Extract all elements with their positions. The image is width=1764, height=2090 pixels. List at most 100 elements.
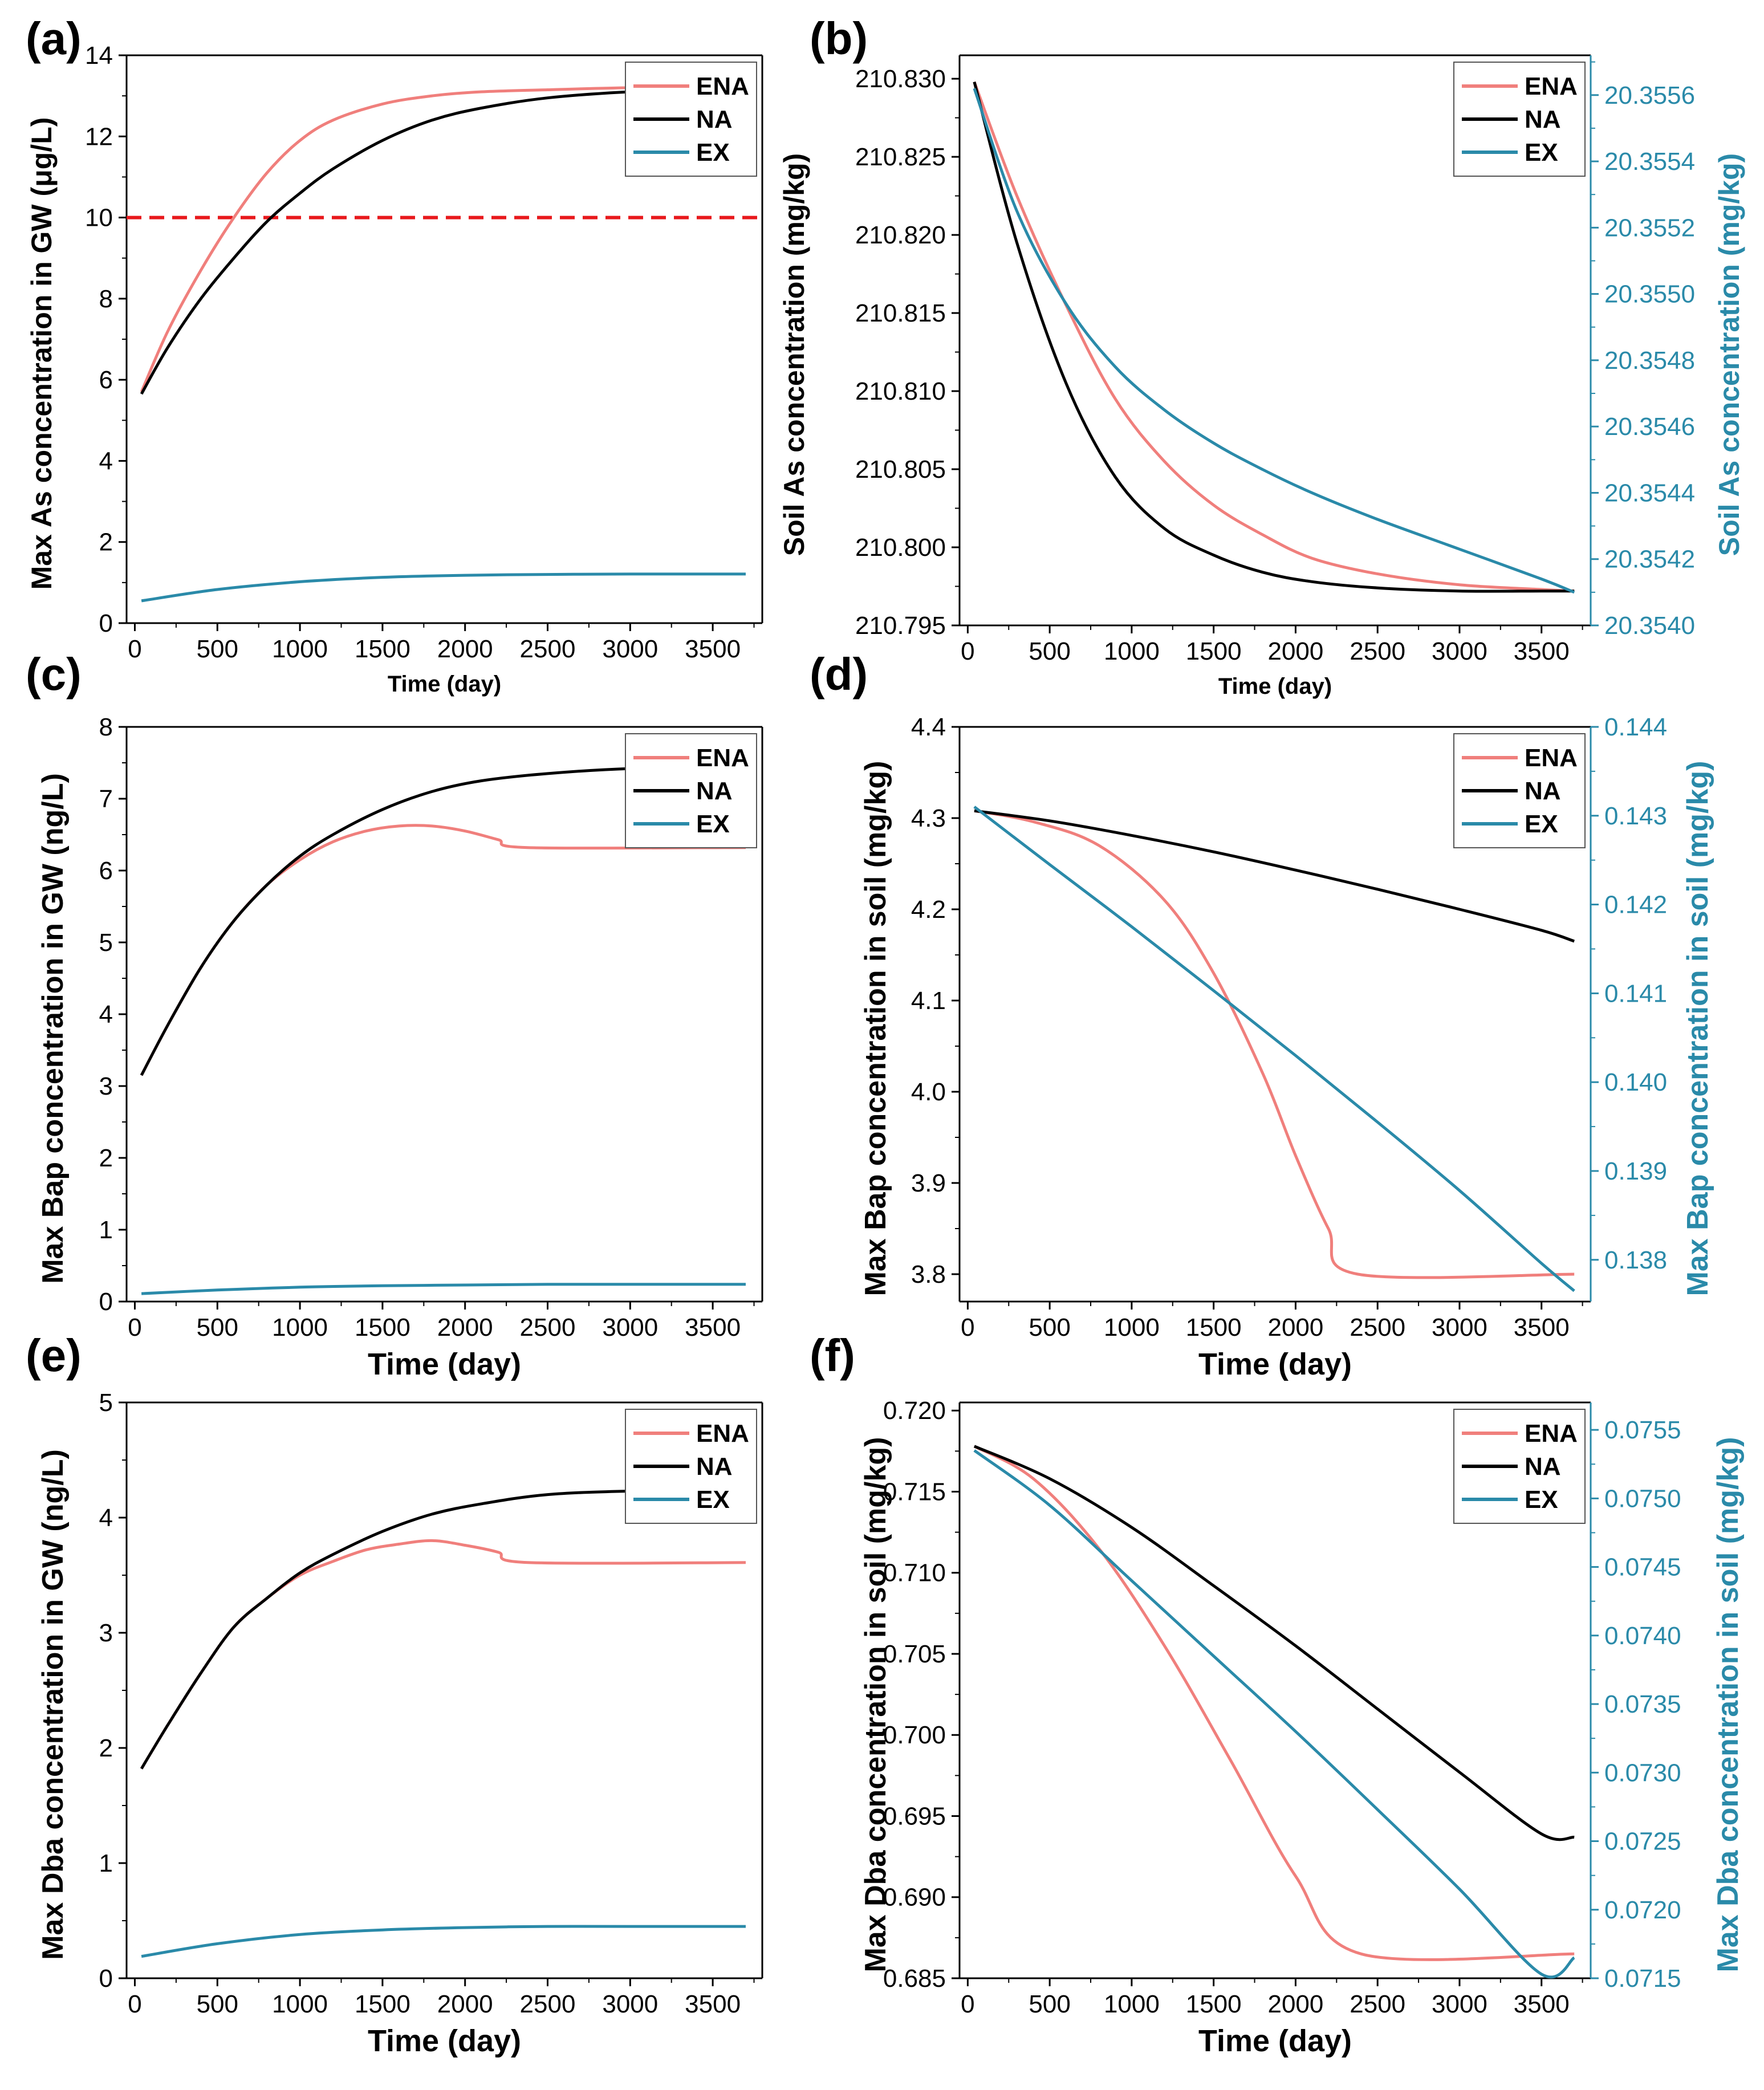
legend-label-ena: ENA <box>696 1420 749 1447</box>
x-tick-label: 1000 <box>272 1990 328 2018</box>
panel-label: (b) <box>810 13 868 64</box>
y-tick-label: 4 <box>99 447 113 475</box>
y2-tick-label: 0.0725 <box>1604 1828 1681 1856</box>
x-tick-label: 1500 <box>355 635 410 663</box>
y2-tick-label: 0.0720 <box>1604 1896 1681 1924</box>
y2-axis-title: Max Bap concentration in soil (mg/kg) <box>1681 761 1714 1296</box>
y2-tick-label: 0.0715 <box>1604 1965 1681 1993</box>
series-line-ex <box>973 88 1575 594</box>
y2-tick-label: 0.143 <box>1604 802 1667 830</box>
y-tick-label: 0.710 <box>883 1559 946 1587</box>
series-line-ex <box>141 572 746 603</box>
y-tick-label: 4.0 <box>911 1078 946 1106</box>
y2-tick-label: 20.3544 <box>1604 479 1695 507</box>
x-tick-label: 1000 <box>272 635 328 663</box>
x-tick-label: 500 <box>1029 637 1070 665</box>
y-tick-label: 3.8 <box>911 1260 946 1288</box>
y-tick-label: 4.4 <box>911 713 946 741</box>
x-tick-label: 1000 <box>1104 1990 1160 2018</box>
x-tick-label: 3500 <box>685 1990 741 2018</box>
y-tick-label: 8 <box>99 713 113 741</box>
y2-axis-title: Max Dba concentration in soil (mg/kg) <box>1712 1437 1745 1973</box>
y2-tick-label: 20.3542 <box>1604 546 1695 574</box>
series-line-ena <box>973 1445 1575 1961</box>
series-line-na <box>973 1445 1575 1841</box>
chart-panel-d: (d) 0 500 1000 1500 2000 2500 3000 3500 3.8 3.9 4.0… <box>810 649 1714 1381</box>
x-axis-title: Time (day) <box>388 672 501 697</box>
series-line-ena <box>140 1539 746 1770</box>
x-tick-label: 2000 <box>1267 1990 1323 2018</box>
y2-tick-label: 20.3554 <box>1604 148 1695 176</box>
y2-tick-label: 20.3548 <box>1604 347 1695 375</box>
x-tick-label: 3000 <box>1432 1314 1487 1341</box>
x-tick-label: 2500 <box>1350 637 1405 665</box>
legend-label-ena: ENA <box>696 744 749 772</box>
chart-panel-e: (e) 0 500 1000 1500 2000 2500 3000 3500 0 1 2 3 4 5 Tim… <box>26 1330 763 2058</box>
x-tick-label: 2500 <box>1350 1314 1405 1341</box>
x-tick-label: 500 <box>197 1314 238 1341</box>
legend-label-ex: EX <box>1525 1486 1558 1514</box>
y-tick-label: 0.705 <box>883 1640 946 1668</box>
panel-label: (e) <box>26 1330 82 1381</box>
x-tick-label: 2000 <box>437 1990 493 2018</box>
x-tick-label: 3000 <box>1432 1990 1487 2018</box>
x-axis-title: Time (day) <box>368 2024 521 2058</box>
x-tick-label: 2000 <box>1267 1314 1323 1341</box>
y-tick-label: 4 <box>99 1001 113 1028</box>
y2-axis-title: Soil As concentration (mg/kg) <box>1713 153 1745 556</box>
y2-tick-label: 0.0750 <box>1604 1485 1681 1512</box>
y-tick-label: 3 <box>99 1072 113 1100</box>
x-tick-label: 0 <box>961 1990 974 2018</box>
legend-label-ena: ENA <box>1525 1420 1578 1447</box>
y2-tick-label: 0.0730 <box>1604 1759 1681 1787</box>
series-line-ex <box>973 806 1575 1292</box>
x-tick-label: 2000 <box>437 635 493 663</box>
chart-panel-a: (a) 0 500 1000 1500 2000 2500 3000 3500 0 2 4 6 8 10 12… <box>26 13 763 697</box>
y-tick-label: 3.9 <box>911 1169 946 1197</box>
x-tick-label: 3000 <box>602 635 658 663</box>
x-axis-title: Time (day) <box>1198 1347 1352 1381</box>
y2-tick-label: 20.3550 <box>1604 280 1695 308</box>
series-line-ex <box>141 1283 746 1295</box>
y2-tick-label: 0.140 <box>1604 1068 1667 1096</box>
chart-panel-c: (c) 0 500 1000 1500 2000 2500 3000 3500 0 1 2 3 4 5 6 7 8… <box>26 649 763 1381</box>
y2-tick-label: 20.3556 <box>1604 82 1695 109</box>
x-tick-label: 3500 <box>685 1314 741 1341</box>
y-tick-label: 2 <box>99 528 113 556</box>
legend-label-ena: ENA <box>696 72 749 100</box>
chart-panel-f: (f) 0 500 1000 1500 2000 2500 3000 3500 0.685 0.69… <box>810 1330 1745 2058</box>
y-tick-label: 0 <box>99 609 113 637</box>
y-tick-label: 10 <box>85 204 113 232</box>
series-line-na <box>973 81 1575 593</box>
y-tick-label: 210.830 <box>855 65 946 93</box>
y-tick-label: 210.795 <box>855 612 946 640</box>
x-tick-label: 3000 <box>602 1314 658 1341</box>
legend-label-na: NA <box>1525 777 1561 805</box>
y-tick-label: 6 <box>99 366 113 394</box>
legend-label-na: NA <box>696 1453 733 1481</box>
y-axis-title: Max Dba concentration in soil (mg/kg) <box>859 1437 892 1973</box>
y-tick-label: 6 <box>99 857 113 885</box>
legend-label-ena: ENA <box>1525 72 1578 100</box>
y-tick-label: 14 <box>85 42 113 70</box>
x-tick-label: 500 <box>1029 1990 1070 2018</box>
series-line-ena <box>140 86 746 393</box>
x-tick-label: 3500 <box>685 635 741 663</box>
y-tick-label: 0.720 <box>883 1397 946 1425</box>
y2-tick-label: 0.142 <box>1604 891 1667 919</box>
y-tick-label: 5 <box>99 1389 113 1417</box>
x-axis-title: Time (day) <box>368 1347 521 1381</box>
panel-label: (c) <box>26 649 82 700</box>
series-line-ex <box>973 1449 1575 1979</box>
x-tick-label: 3000 <box>602 1990 658 2018</box>
y2-tick-label: 0.141 <box>1604 979 1667 1007</box>
x-tick-label: 3500 <box>1514 1314 1570 1341</box>
y-tick-label: 0.690 <box>883 1884 946 1912</box>
y-tick-label: 8 <box>99 285 113 313</box>
x-tick-label: 0 <box>128 635 141 663</box>
legend-label-ex: EX <box>1525 139 1558 166</box>
x-tick-label: 3500 <box>1514 637 1570 665</box>
y-tick-label: 4.1 <box>911 987 946 1015</box>
y-tick-label: 3 <box>99 1619 113 1647</box>
x-tick-label: 500 <box>197 635 238 663</box>
